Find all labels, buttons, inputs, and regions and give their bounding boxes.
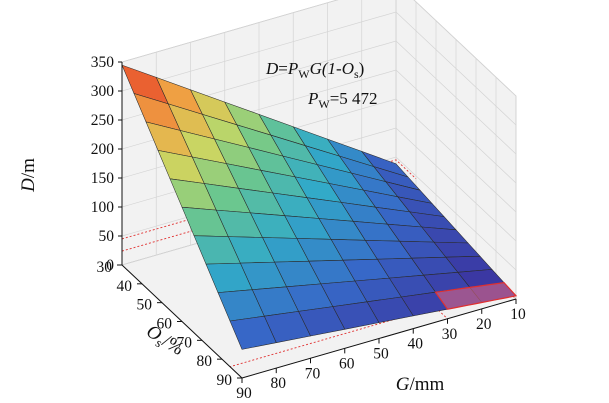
- os-tick-label: 50: [137, 297, 153, 314]
- tick-labels: 0501001502002503003509080706050403020103…: [91, 54, 526, 402]
- guide-line: [435, 307, 448, 320]
- z-tick-label: 150: [91, 170, 115, 187]
- os-tick-label: 30: [97, 259, 113, 276]
- guide-line: [229, 287, 505, 368]
- guide-d: [121, 159, 417, 240]
- g-tick-label: 30: [442, 326, 458, 343]
- g-tick-label: 80: [271, 375, 287, 392]
- surface-cell: [229, 315, 277, 350]
- formula-annotation: D=PWG(1-Os): [265, 59, 364, 81]
- os-tick-label: 90: [217, 372, 233, 389]
- g-tick-label: 90: [236, 385, 252, 402]
- g-tick-label: 70: [305, 365, 321, 382]
- os-axis-label: Os/%: [141, 321, 187, 362]
- os-tick-label: 80: [197, 353, 213, 370]
- os-tick-label: 60: [157, 316, 173, 333]
- os-tick-label: 40: [117, 278, 133, 295]
- z-tick-label: 200: [91, 141, 115, 158]
- os-tick-label: 70: [177, 334, 193, 351]
- g-tick-label: 60: [339, 355, 355, 372]
- z-tick-label: 50: [99, 228, 115, 245]
- pw-annotation: PW=5 472: [307, 89, 378, 111]
- highlight-region: [434, 281, 518, 310]
- g-axis-label: G/mm: [396, 374, 445, 395]
- surface-mesh: [121, 64, 518, 350]
- z-axis-label: D/m: [18, 158, 39, 193]
- z-tick-label: 300: [91, 83, 115, 100]
- z-tick-label: 0: [106, 257, 114, 274]
- g-tick-label: 40: [408, 336, 424, 353]
- g-tick-label: 50: [373, 346, 389, 363]
- z-tick-label: 250: [91, 112, 115, 129]
- g-tick-label: 10: [510, 306, 526, 323]
- z-tick-label: 100: [91, 199, 115, 216]
- z-tick-label: 350: [91, 54, 115, 71]
- g-tick-label: 20: [476, 316, 492, 333]
